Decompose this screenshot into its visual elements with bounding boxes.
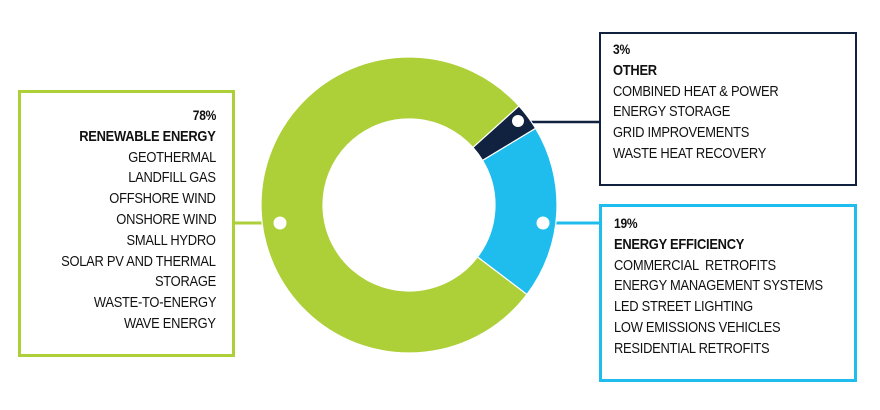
list-item: COMBINED HEAT & POWER	[613, 82, 779, 100]
list-item: WASTE HEAT RECOVERY	[613, 144, 767, 162]
energy-efficiency-list: 19% ENERGY EFFICIENCY COMMERCIAL RETROFI…	[614, 213, 857, 360]
efficiency-percent: 19%	[614, 215, 638, 231]
list-item: WAVE ENERGY	[124, 314, 216, 332]
list-item: ENERGY STORAGE	[613, 103, 731, 121]
other-callout: 3% OTHER COMBINED HEAT & POWER ENERGY ST…	[599, 32, 857, 186]
list-item: SMALL HYDRO	[126, 231, 216, 249]
other-marker-dot	[512, 115, 524, 127]
efficiency-title: ENERGY EFFICIENCY	[614, 235, 745, 253]
renewable-energy-callout: 78% RENEWABLE ENERGY GEOTHERMAL LANDFILL…	[18, 90, 235, 357]
renewable-energy-list: 78% RENEWABLE ENERGY GEOTHERMAL LANDFILL…	[36, 105, 217, 335]
list-item: WASTE-TO-ENERGY	[93, 294, 217, 312]
renewable-percent: 78%	[192, 107, 217, 123]
other-title: OTHER	[613, 61, 657, 79]
donut-slice-renewable-energy	[260, 56, 528, 354]
list-item: SOLAR PV AND THERMAL	[61, 252, 217, 270]
list-item: OFFSHORE WIND	[109, 190, 217, 208]
list-item: LED STREET LIGHTING	[614, 298, 753, 316]
list-item: LANDFILL GAS	[128, 169, 217, 187]
other-percent: 3%	[613, 41, 630, 57]
efficiency-marker-dot	[536, 216, 550, 230]
renewable-marker-dot	[273, 216, 287, 230]
list-item: RESIDENTIAL RETROFITS	[614, 339, 770, 357]
list-item: GEOTHERMAL	[128, 148, 216, 166]
list-item: LOW EMISSIONS VEHICLES	[614, 318, 781, 336]
list-item: ENERGY MANAGEMENT SYSTEMS	[614, 277, 823, 295]
list-item: COMMERCIAL RETROFITS	[614, 256, 776, 274]
list-item: ONSHORE WIND	[115, 210, 216, 228]
other-list: 3% OTHER COMBINED HEAT & POWER ENERGY ST…	[613, 39, 805, 165]
energy-efficiency-callout: 19% ENERGY EFFICIENCY COMMERCIAL RETROFI…	[599, 204, 857, 382]
list-item: STORAGE	[154, 273, 216, 291]
renewable-title: RENEWABLE ENERGY	[79, 127, 217, 145]
list-item: GRID IMPROVEMENTS	[613, 124, 750, 142]
